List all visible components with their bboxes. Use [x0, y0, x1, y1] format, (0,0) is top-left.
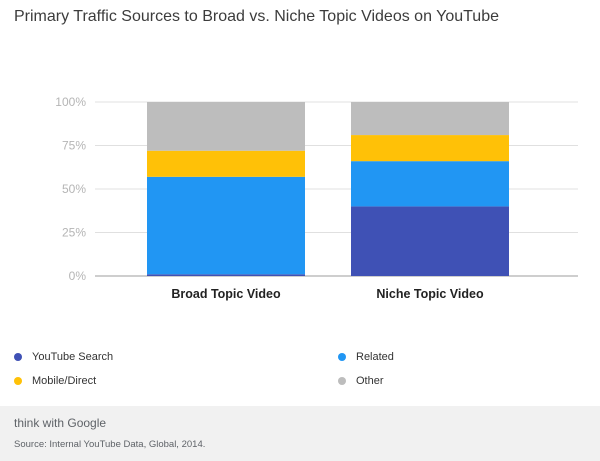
legend-label: Mobile/Direct — [32, 375, 97, 387]
legend-label: YouTube Search — [32, 351, 114, 363]
legend-swatch — [338, 377, 346, 385]
legend-label: Other — [356, 375, 384, 387]
stacked-bar-chart: 0% 25% 50% 75% 100% Broad Topic Video Niche To… — [55, 95, 578, 301]
y-tick-label: 25% — [62, 226, 86, 240]
bar-segment — [147, 102, 305, 151]
y-tick-label: 0% — [69, 269, 87, 283]
legend-item: Related — [338, 351, 394, 363]
bar-segment — [351, 102, 509, 136]
bar-segment — [147, 150, 305, 177]
y-tick-label: 50% — [62, 182, 86, 196]
bar-segment — [351, 161, 509, 207]
source-note: Source: Internal YouTube Data, Global, 2… — [14, 439, 206, 450]
legend-swatch — [14, 353, 22, 361]
x-category-label: Broad Topic Video — [171, 287, 281, 301]
legend-item: Mobile/Direct — [14, 375, 96, 387]
bar-segment — [351, 206, 509, 276]
think-with-google-logo: think with Google — [14, 416, 107, 430]
chart-legend: YouTube Search Related Mobile/Direct Other — [0, 345, 600, 405]
footer: think with Google Source: Internal YouTu… — [0, 406, 600, 461]
legend-item: YouTube Search — [14, 351, 113, 363]
y-tick-label: 100% — [55, 95, 86, 109]
chart-title: Primary Traffic Sources to Broad vs. Nic… — [14, 8, 499, 25]
bar-segment — [351, 135, 509, 162]
legend-label: Related — [356, 351, 394, 363]
legend-swatch — [338, 353, 346, 361]
x-category-label: Niche Topic Video — [376, 287, 484, 301]
legend-swatch — [14, 377, 22, 385]
bar-segment — [147, 176, 305, 275]
y-tick-label: 75% — [62, 139, 86, 153]
bar-segment — [147, 274, 305, 276]
legend-item: Other — [338, 375, 384, 387]
